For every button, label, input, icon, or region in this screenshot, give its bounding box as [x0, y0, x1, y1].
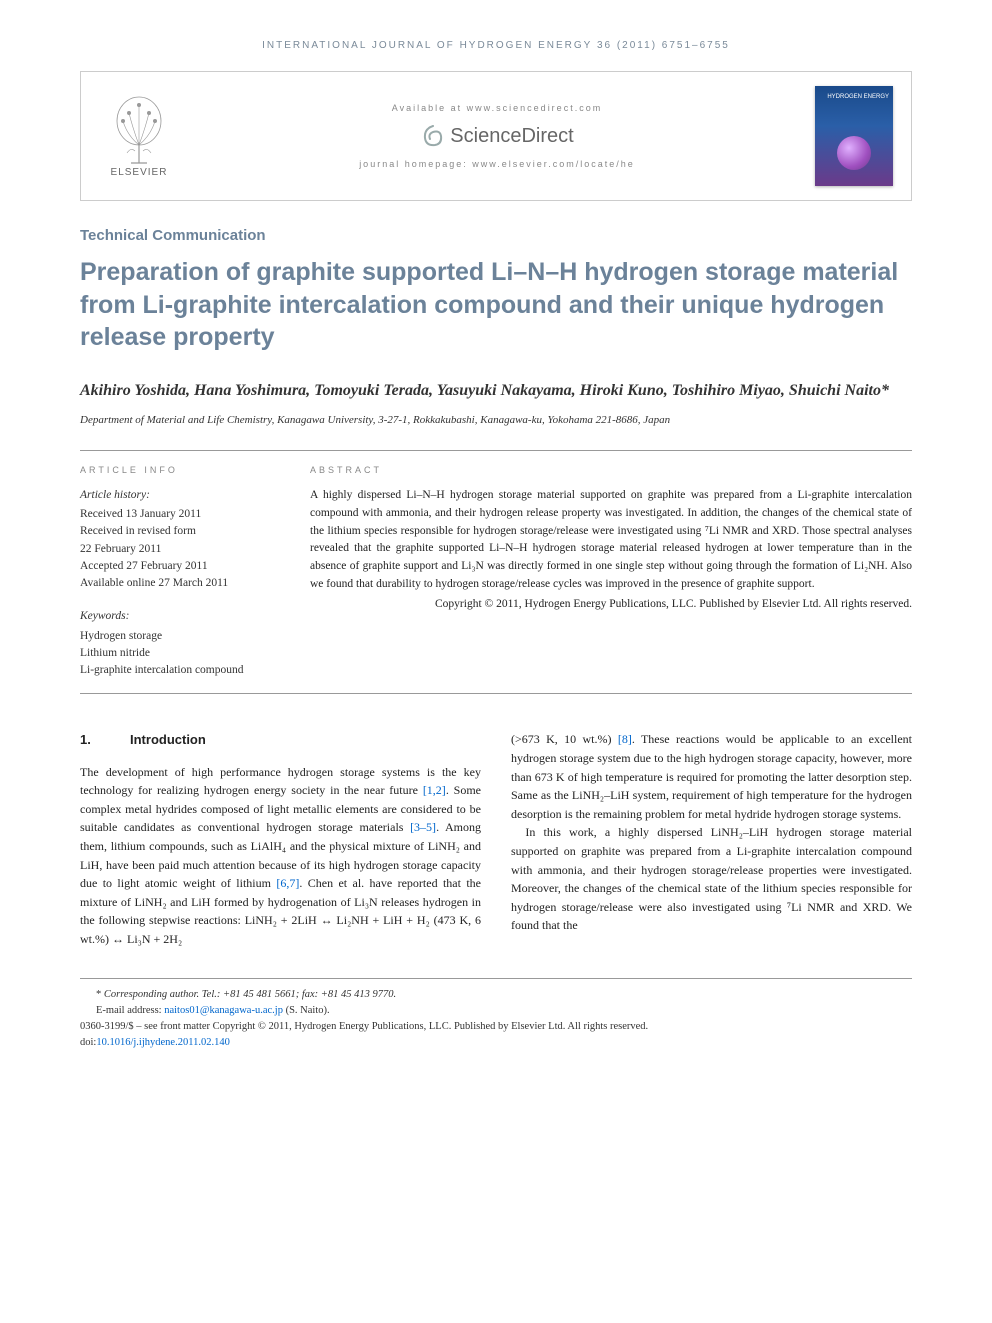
keywords-label: Keywords:	[80, 608, 280, 625]
abstract-column: ABSTRACT A highly dispersed Li–N–H hydro…	[310, 465, 912, 680]
journal-header: ELSEVIER Available at www.sciencedirect.…	[80, 71, 912, 201]
keyword: Hydrogen storage	[80, 628, 280, 645]
email-line: E-mail address: naitos01@kanagawa-u.ac.j…	[96, 1003, 912, 1019]
available-at-text: Available at www.sciencedirect.com	[392, 103, 602, 113]
email-label: E-mail address:	[96, 1005, 164, 1016]
article-title: Preparation of graphite supported Li–N–H…	[80, 256, 912, 354]
keyword: Lithium nitride	[80, 645, 280, 662]
citation-link[interactable]: [8]	[618, 732, 632, 746]
info-abstract-row: ARTICLE INFO Article history: Received 1…	[80, 465, 912, 680]
online-date: Available online 27 March 2011	[80, 575, 280, 592]
elsevier-logo: ELSEVIER	[99, 95, 179, 178]
sciencedirect-name: ScienceDirect	[450, 125, 573, 148]
journal-cover-thumbnail: HYDROGEN ENERGY	[815, 86, 893, 186]
body-text: The development of high performance hydr…	[80, 765, 481, 798]
issn-copyright: 0360-3199/$ – see front matter Copyright…	[80, 1019, 912, 1035]
body-text: (>673 K, 10 wt.%)	[511, 732, 618, 746]
body-right-column: (>673 K, 10 wt.%) [8]. These reactions w…	[511, 730, 912, 948]
divider	[80, 693, 912, 694]
email-link[interactable]: naitos01@kanagawa-u.ac.jp	[164, 1005, 283, 1016]
revised-label: Received in revised form	[80, 523, 280, 540]
doi-line: doi:10.1016/j.ijhydene.2011.02.140	[80, 1035, 912, 1051]
article-info-column: ARTICLE INFO Article history: Received 1…	[80, 465, 280, 680]
corresponding-author: Corresponding author. Tel.: +81 45 481 5…	[96, 987, 912, 1003]
divider	[80, 450, 912, 451]
elsevier-wordmark: ELSEVIER	[111, 167, 168, 178]
article-info-heading: ARTICLE INFO	[80, 465, 280, 475]
keywords-block: Keywords: Hydrogen storage Lithium nitri…	[80, 608, 280, 679]
body-paragraph: (>673 K, 10 wt.%) [8]. These reactions w…	[511, 730, 912, 823]
body-paragraph: The development of high performance hydr…	[80, 763, 481, 949]
article-type-label: Technical Communication	[80, 227, 912, 244]
sciencedirect-logo: ScienceDirect	[420, 123, 573, 149]
section-heading: 1.Introduction	[80, 730, 481, 750]
author-list: Akihiro Yoshida, Hana Yoshimura, Tomoyuk…	[80, 380, 912, 402]
footer: Corresponding author. Tel.: +81 45 481 5…	[80, 978, 912, 1050]
citation-link[interactable]: [1,2]	[423, 783, 446, 797]
citation-link[interactable]: [3–5]	[410, 820, 436, 834]
elsevier-tree-icon	[109, 95, 169, 165]
doi-label: doi:	[80, 1037, 96, 1048]
keyword: Li-graphite intercalation compound	[80, 662, 280, 679]
sciencedirect-swirl-icon	[420, 123, 446, 149]
cover-graphic-icon	[837, 136, 871, 170]
body-columns: 1.Introduction The development of high p…	[80, 730, 912, 948]
header-center: Available at www.sciencedirect.com Scien…	[179, 103, 815, 169]
journal-homepage: journal homepage: www.elsevier.com/locat…	[359, 159, 635, 169]
affiliation: Department of Material and Life Chemistr…	[80, 414, 912, 426]
revised-date: 22 February 2011	[80, 541, 280, 558]
citation-link[interactable]: [6,7]	[276, 876, 299, 890]
article-history: Article history: Received 13 January 201…	[80, 487, 280, 593]
abstract-heading: ABSTRACT	[310, 465, 912, 475]
body-left-column: 1.Introduction The development of high p…	[80, 730, 481, 948]
section-number: 1.	[80, 730, 130, 750]
abstract-copyright: Copyright © 2011, Hydrogen Energy Public…	[310, 598, 912, 610]
accepted-date: Accepted 27 February 2011	[80, 558, 280, 575]
section-title: Introduction	[130, 732, 206, 747]
doi-link[interactable]: 10.1016/j.ijhydene.2011.02.140	[96, 1037, 229, 1048]
cover-title: HYDROGEN ENERGY	[827, 94, 889, 101]
email-name: (S. Naito).	[283, 1005, 330, 1016]
abstract-text: A highly dispersed Li–N–H hydrogen stora…	[310, 487, 912, 594]
running-head: INTERNATIONAL JOURNAL OF HYDROGEN ENERGY…	[80, 40, 912, 51]
history-label: Article history:	[80, 487, 280, 504]
body-paragraph: In this work, a highly dispersed LiNH₂–L…	[511, 823, 912, 935]
corr-text: Corresponding author. Tel.: +81 45 481 5…	[104, 989, 396, 1000]
received-date: Received 13 January 2011	[80, 506, 280, 523]
